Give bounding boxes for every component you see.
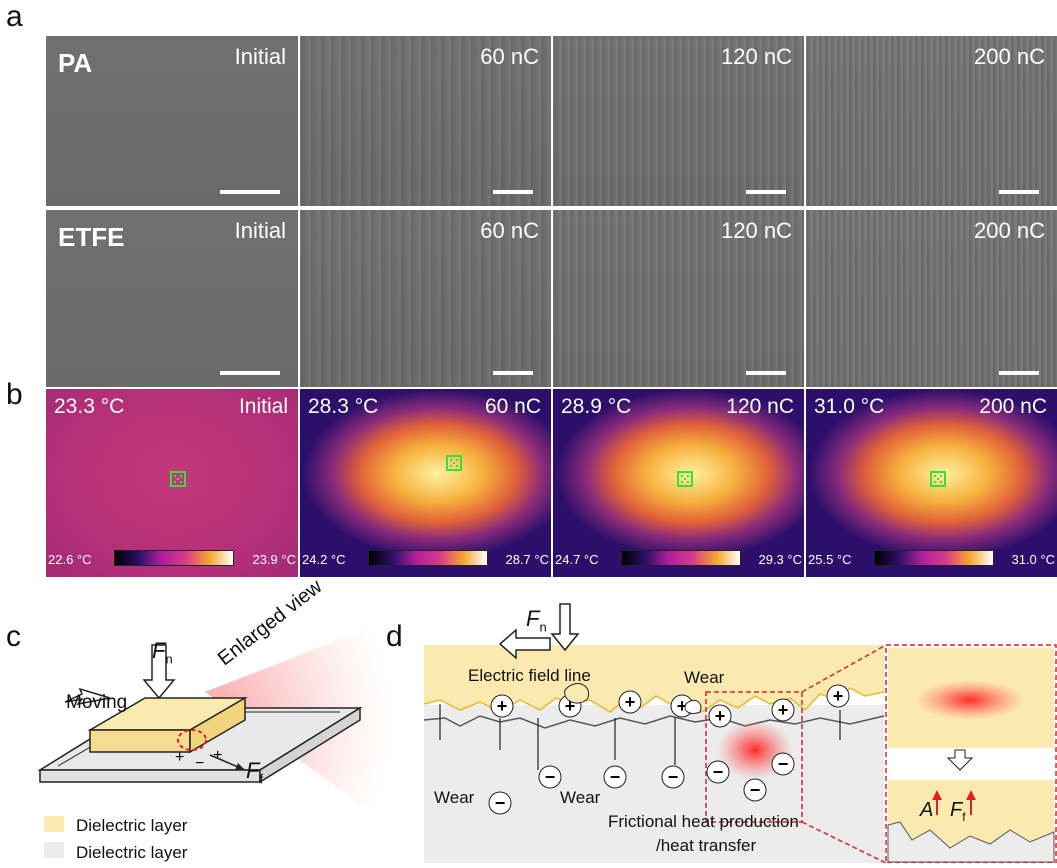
scale-bar — [220, 371, 280, 375]
svg-text:+: + — [778, 700, 789, 720]
svg-text:+: + — [715, 706, 726, 726]
svg-text:−: − — [778, 754, 789, 774]
panel-letter-d: d — [386, 620, 403, 653]
temperature-colorbar — [874, 550, 994, 566]
wear-label-left: Wear — [434, 788, 475, 807]
svg-text:−: − — [545, 767, 556, 787]
max-temperature-readout: 23.3 °C — [54, 395, 125, 418]
max-temperature-readout: 28.9 °C — [561, 395, 632, 418]
svg-text:+: + — [625, 692, 636, 712]
sem-image-pa-1: 60 nC — [300, 36, 551, 206]
svg-text:−: − — [195, 755, 204, 772]
legend-swatch-dielectric-1 — [44, 816, 64, 832]
sem-condition-label: Initial — [234, 218, 286, 243]
temperature-colorbar — [368, 550, 488, 566]
sem-condition-label: 120 nC — [721, 44, 792, 69]
material-label-pa: PA — [58, 48, 93, 78]
colorbar-min-label: 25.5 °C — [808, 552, 852, 567]
thermal-condition-label: 200 nC — [979, 395, 1047, 418]
thermal-image-3: 31.0 °C 200 nC 25.5 °C 31.0 °C — [806, 389, 1057, 577]
panel-letter-c: c — [6, 620, 21, 653]
panel-d-schematic: + + + + + + + − − − − − − − — [420, 600, 1057, 864]
svg-text:−: − — [610, 767, 621, 787]
svg-text:−: − — [495, 793, 506, 813]
d-ff-label: Ff — [950, 799, 966, 824]
sem-image-pa-3: 200 nC — [806, 36, 1057, 206]
wear-label-top: Wear — [684, 668, 725, 687]
colorbar-max-label: 28.7 °C — [505, 552, 549, 567]
material-label-etfe: ETFE — [58, 222, 125, 252]
heat-label-1: Frictional heat production — [608, 812, 799, 831]
colorbar-max-label: 23.9 °C — [252, 552, 296, 567]
electric-field-line-label: Electric field line — [468, 666, 591, 685]
sem-image-etfe-3: 200 nC — [806, 210, 1057, 387]
panel-c-drawing: + − + — [37, 620, 390, 825]
sem-image-pa-2: 120 nC — [553, 36, 804, 206]
sem-condition-label: 200 nC — [974, 44, 1045, 69]
d-fn-label: Fn — [526, 606, 547, 635]
scale-bar — [493, 190, 533, 194]
svg-text:−: − — [750, 780, 761, 800]
sem-image-etfe-0: ETFE Initial — [46, 210, 298, 387]
thermal-condition-label: Initial — [238, 395, 288, 418]
sem-condition-label: Initial — [234, 44, 286, 69]
scale-bar — [220, 190, 280, 194]
svg-text:+: + — [677, 696, 688, 716]
sem-image-etfe-2: 120 nC — [553, 210, 804, 387]
scale-bar — [746, 371, 786, 375]
max-temperature-readout: 31.0 °C — [814, 395, 885, 418]
measurement-point-marker — [930, 471, 946, 487]
colorbar-max-label: 29.3 °C — [758, 552, 802, 567]
temperature-colorbar — [621, 550, 741, 566]
scale-bar — [493, 371, 533, 375]
svg-text:−: − — [713, 762, 724, 782]
ff-label: Ff — [246, 758, 264, 787]
legend-label-dielectric-1: Dielectric layer — [76, 816, 188, 835]
thermal-image-1: 28.3 °C 60 nC 24.2 °C 28.7 °C — [300, 389, 551, 577]
moving-label: Moving — [66, 692, 128, 713]
svg-text:−: − — [668, 767, 679, 787]
wear-label-middle: Wear — [560, 788, 601, 807]
svg-text:+: + — [833, 686, 844, 706]
measurement-point-marker — [170, 471, 186, 487]
svg-text:+: + — [213, 747, 222, 764]
scale-bar — [999, 371, 1039, 375]
measurement-point-marker — [677, 471, 693, 487]
svg-text:+: + — [565, 696, 576, 716]
svg-text:+: + — [497, 696, 508, 716]
sem-image-etfe-1: 60 nC — [300, 210, 551, 387]
thermal-image-0: 23.3 °C Initial 22.6 °C 23.9 °C — [46, 389, 298, 577]
sem-condition-label: 60 nC — [480, 218, 539, 243]
panel-letter-b: b — [6, 378, 23, 411]
colorbar-min-label: 22.6 °C — [48, 552, 92, 567]
svg-text:+: + — [175, 749, 184, 766]
sem-image-pa-0: PA Initial — [46, 36, 298, 206]
panel-d-drawing: + + + + + + + − − − − − − − — [423, 603, 1057, 864]
temperature-colorbar — [114, 550, 234, 566]
legend-label-dielectric-2: Dielectric layer — [76, 843, 188, 862]
colorbar-min-label: 24.7 °C — [555, 552, 599, 567]
scale-bar — [999, 190, 1039, 194]
colorbar-min-label: 24.2 °C — [302, 552, 346, 567]
max-temperature-readout: 28.3 °C — [308, 395, 379, 418]
sem-condition-label: 60 nC — [480, 44, 539, 69]
panel-c-schematic: + − + Fn Moving Ff Enlarged view — [30, 576, 390, 863]
thermal-condition-label: 120 nC — [726, 395, 794, 418]
fn-label: Fn — [152, 638, 173, 667]
thermal-condition-label: 60 nC — [484, 395, 541, 418]
colorbar-max-label: 31.0 °C — [1011, 552, 1055, 567]
a-label: A — [920, 799, 934, 821]
panel-letter-a: a — [6, 0, 23, 33]
scale-bar — [746, 190, 786, 194]
sem-condition-label: 120 nC — [721, 218, 792, 243]
thermal-image-2: 28.9 °C 120 nC 24.7 °C 29.3 °C — [553, 389, 804, 577]
heat-label-2: /heat transfer — [656, 836, 757, 855]
measurement-point-marker — [446, 455, 462, 471]
legend-swatch-dielectric-2 — [44, 842, 64, 858]
sem-condition-label: 200 nC — [974, 218, 1045, 243]
